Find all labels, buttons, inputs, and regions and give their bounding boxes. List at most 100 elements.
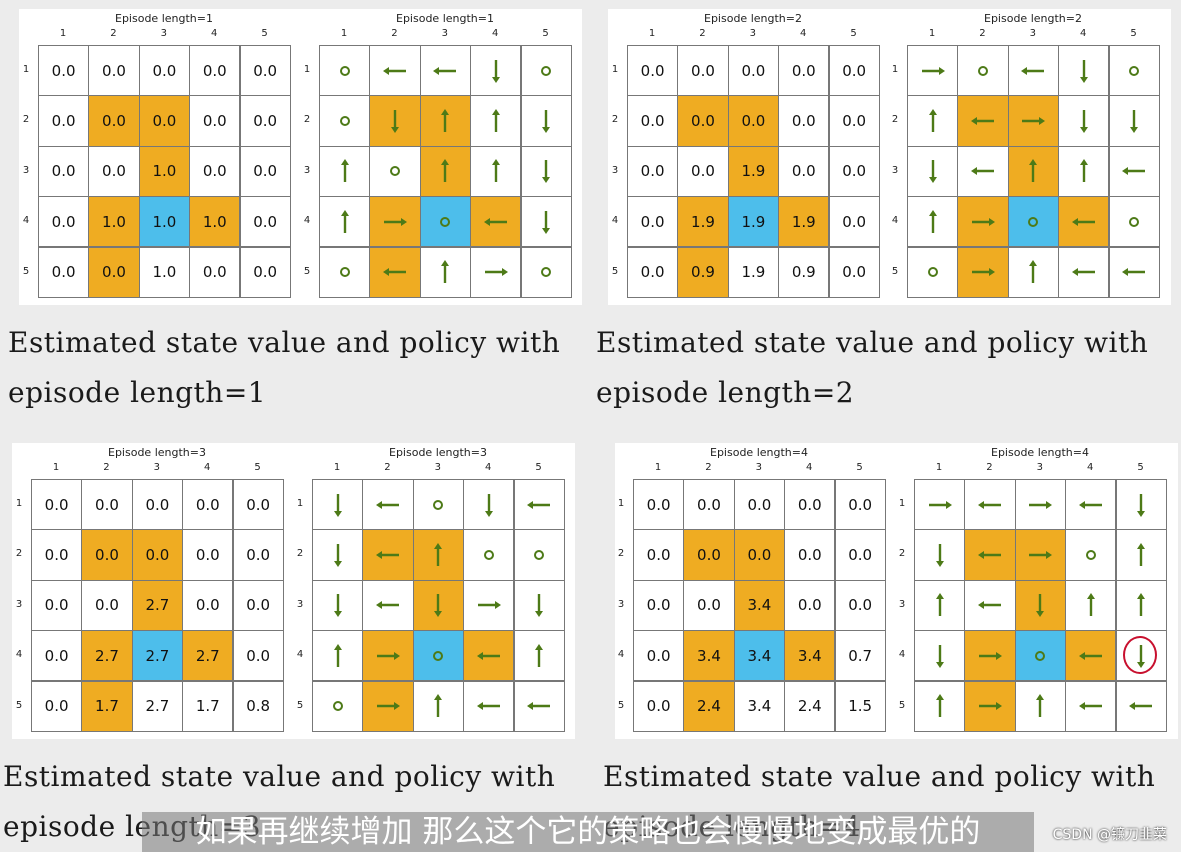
- policy-grid-title: Episode length=1: [396, 12, 494, 25]
- arrow-left-icon: [968, 106, 998, 136]
- column-label: 4: [1080, 28, 1087, 39]
- arrow-up-icon: [1069, 156, 1099, 186]
- policy-cell: [907, 95, 959, 147]
- state-value-cell: 0.0: [239, 45, 291, 97]
- policy-cell: [362, 479, 414, 531]
- caption-line-1: Estimated state value and policy with: [596, 326, 1149, 359]
- arrow-left-icon: [474, 691, 504, 721]
- arrow-left-icon: [1119, 257, 1149, 287]
- state-value-cell: 0.0: [633, 479, 685, 531]
- policy-cell: [1065, 479, 1117, 531]
- column-label: 5: [856, 462, 863, 473]
- arrow-right-icon: [1018, 106, 1048, 136]
- arrow-left-icon: [373, 490, 403, 520]
- policy-cell: [1108, 246, 1160, 298]
- policy-cell: [412, 479, 464, 531]
- column-label: 4: [806, 462, 813, 473]
- policy-cell: [1115, 529, 1167, 581]
- row-label: 2: [898, 548, 906, 560]
- arrow-right-icon: [918, 56, 948, 86]
- value-grid-title: Episode length=4: [710, 446, 808, 459]
- row-label: 3: [898, 598, 906, 610]
- arrow-left-icon: [380, 56, 410, 86]
- arrow-right-icon: [968, 257, 998, 287]
- state-value-cell: 2.7: [131, 579, 183, 631]
- arrow-right-icon: [1025, 540, 1055, 570]
- arrow-left-icon: [975, 490, 1005, 520]
- state-value-cell: 0.0: [239, 246, 291, 298]
- policy-cell: [1007, 95, 1059, 147]
- arrow-up-icon: [1018, 156, 1048, 186]
- arrow-left-icon: [380, 257, 410, 287]
- arrow-down-icon: [380, 106, 410, 136]
- state-value-cell: 0.0: [784, 479, 836, 531]
- state-value-cell: 0.0: [38, 246, 90, 298]
- column-label: 4: [211, 28, 218, 39]
- policy-cell: [312, 630, 364, 682]
- policy-cell: [1065, 529, 1117, 581]
- stay-circle-icon: [330, 56, 360, 86]
- column-label: 2: [391, 28, 398, 39]
- policy-cell: [1058, 145, 1110, 197]
- stay-circle-icon: [323, 691, 353, 721]
- row-label: 4: [611, 215, 619, 227]
- row-label: 3: [296, 598, 304, 610]
- policy-cell: [907, 145, 959, 197]
- stay-circle-icon: [1025, 641, 1055, 671]
- state-value-cell: 1.0: [138, 246, 190, 298]
- column-label: 1: [935, 462, 943, 473]
- state-value-cell: 1.9: [727, 196, 779, 248]
- policy-grid-title: Episode length=3: [389, 446, 487, 459]
- arrow-left-icon: [1069, 257, 1099, 287]
- policy-cell: [907, 196, 959, 248]
- row-label: 2: [296, 548, 304, 560]
- arrow-up-icon: [423, 540, 453, 570]
- state-value-cell: 0.0: [834, 529, 886, 581]
- column-label: 3: [1036, 462, 1043, 473]
- state-value-cell: 0.0: [778, 95, 830, 147]
- arrow-down-icon: [918, 156, 948, 186]
- policy-cell: [362, 579, 414, 631]
- policy-cell: [369, 145, 421, 197]
- arrow-right-icon: [968, 207, 998, 237]
- policy-cell: [520, 145, 572, 197]
- state-value-cell: 1.9: [727, 246, 779, 298]
- arrow-left-icon: [1126, 691, 1156, 721]
- arrow-right-icon: [975, 641, 1005, 671]
- row-label: 2: [611, 114, 619, 126]
- policy-cell: [1108, 45, 1160, 97]
- state-value-cell: 0.0: [677, 95, 729, 147]
- state-value-cell: 2.7: [182, 630, 234, 682]
- column-label: 1: [648, 28, 656, 39]
- arrow-down-icon: [531, 156, 561, 186]
- policy-cell: [1115, 579, 1167, 631]
- arrow-right-icon: [975, 691, 1005, 721]
- row-label: 5: [296, 699, 304, 711]
- row-label: 3: [303, 164, 311, 176]
- policy-cell: [312, 680, 364, 732]
- row-label: 3: [22, 164, 30, 176]
- column-label: 4: [800, 28, 807, 39]
- state-value-cell: 0.0: [778, 45, 830, 97]
- policy-cell: [369, 196, 421, 248]
- column-label: 5: [535, 462, 542, 473]
- policy-cell: [319, 246, 371, 298]
- stay-circle-icon: [968, 56, 998, 86]
- state-value-cell: 1.0: [138, 145, 190, 197]
- state-value-cell: 1.9: [778, 196, 830, 248]
- arrow-right-icon: [380, 207, 410, 237]
- policy-cell: [1014, 630, 1066, 682]
- state-value-cell: 0.0: [627, 145, 679, 197]
- policy-cell: [463, 680, 515, 732]
- row-label: 2: [22, 114, 30, 126]
- red-circle-annotation-icon: [1122, 636, 1157, 675]
- column-label: 2: [705, 462, 712, 473]
- arrow-left-icon: [524, 691, 554, 721]
- row-label: 5: [22, 265, 30, 277]
- policy-cell: [914, 529, 966, 581]
- row-label: 1: [611, 64, 619, 75]
- policy-cell: [520, 45, 572, 97]
- column-label: 2: [103, 462, 110, 473]
- policy-cell: [319, 95, 371, 147]
- policy-cell: [369, 95, 421, 147]
